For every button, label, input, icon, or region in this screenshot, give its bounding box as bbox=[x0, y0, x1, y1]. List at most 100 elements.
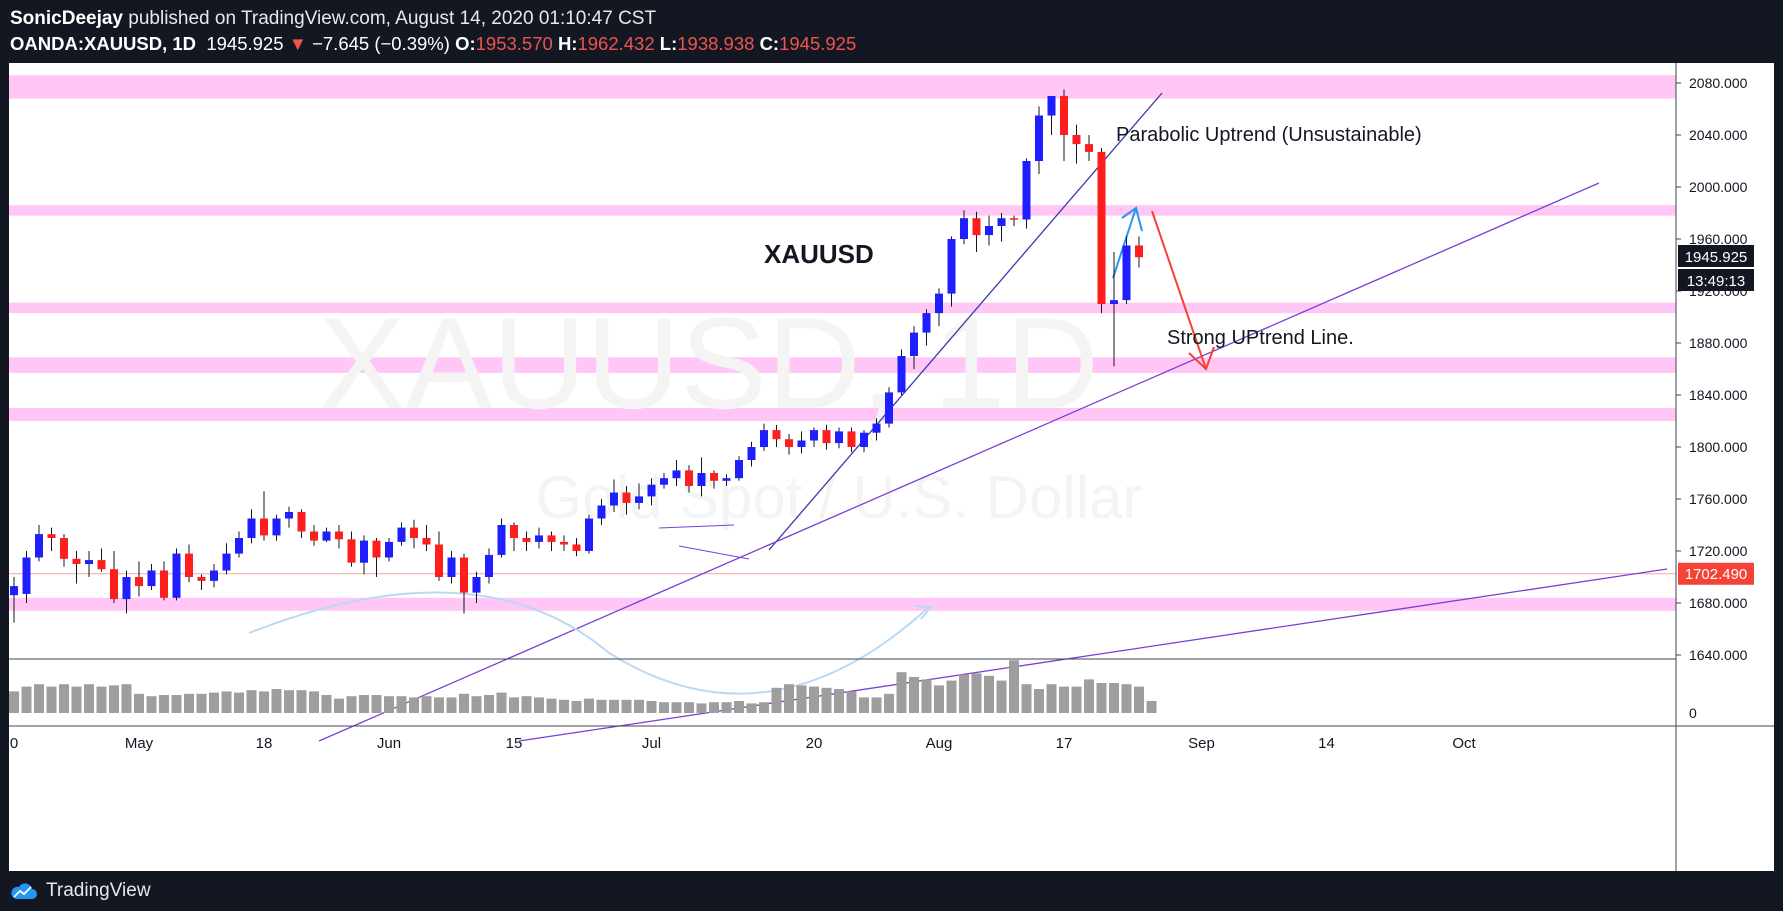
price-tick-label: 1800.000 bbox=[1689, 439, 1748, 455]
candle-body bbox=[35, 534, 43, 558]
zone-band-5 bbox=[9, 597, 1676, 611]
candle bbox=[485, 548, 493, 584]
volume-bar bbox=[671, 702, 682, 713]
candle bbox=[35, 525, 43, 562]
volume-bar bbox=[96, 686, 107, 713]
parabolic-annotation[interactable]: Parabolic Uptrend (Unsustainable) bbox=[1116, 124, 1422, 146]
volume-bar bbox=[409, 697, 419, 713]
candle bbox=[185, 544, 193, 583]
flag-upper-line[interactable] bbox=[658, 524, 735, 529]
chart-area[interactable]: XAUUSD, 1D Gold Spot / U.S. Dollar XAUUS… bbox=[9, 63, 1774, 871]
candle bbox=[1047, 96, 1056, 135]
uptrend-annotation[interactable]: Strong UPtrend Line. bbox=[1167, 327, 1354, 349]
candle bbox=[472, 571, 481, 603]
volume-bar bbox=[609, 699, 619, 713]
close-label: C: bbox=[759, 33, 780, 54]
candle bbox=[647, 478, 656, 506]
candle bbox=[1097, 148, 1106, 314]
watermark: XAUUSD, 1D Gold Spot / U.S. Dollar bbox=[319, 290, 1143, 531]
candle bbox=[697, 457, 706, 497]
candle bbox=[60, 534, 68, 567]
candle bbox=[597, 499, 606, 525]
volume-bar bbox=[596, 699, 607, 713]
candle-body bbox=[72, 558, 81, 564]
volume-bar bbox=[771, 687, 782, 713]
volume-bar bbox=[321, 695, 332, 713]
candle-body bbox=[1060, 96, 1068, 135]
tradingview-logo[interactable]: TradingView bbox=[10, 880, 151, 902]
candle bbox=[722, 474, 731, 486]
volume-bar bbox=[834, 689, 844, 713]
candle-body bbox=[135, 577, 143, 587]
red-down-arrow[interactable] bbox=[1151, 210, 1207, 370]
candle bbox=[335, 525, 343, 549]
candle-body bbox=[1097, 151, 1106, 304]
volume-bar bbox=[421, 696, 432, 713]
candle bbox=[822, 424, 831, 450]
candle-body bbox=[260, 518, 268, 536]
volume-bar bbox=[1084, 679, 1094, 713]
candle-body bbox=[672, 470, 681, 479]
candle bbox=[210, 564, 218, 588]
candle-body bbox=[685, 470, 693, 486]
candle-body bbox=[560, 541, 568, 545]
candle-body bbox=[122, 577, 131, 600]
blue-up-arrow[interactable] bbox=[1112, 207, 1137, 279]
header: SonicDeejay published on TradingView.com… bbox=[0, 0, 1783, 62]
candle bbox=[897, 349, 906, 395]
reference-price-badge bbox=[1678, 562, 1754, 585]
candle bbox=[1110, 252, 1118, 367]
flag-lower-line[interactable] bbox=[678, 545, 750, 560]
volume-bar bbox=[496, 692, 507, 713]
candle bbox=[160, 561, 168, 601]
volume-bar bbox=[1096, 683, 1107, 713]
volume-bar bbox=[896, 672, 907, 713]
price-chart[interactable]: XAUUSD, 1D Gold Spot / U.S. Dollar XAUUS… bbox=[9, 63, 1774, 871]
candle-body bbox=[447, 557, 456, 577]
volume-bar bbox=[1121, 684, 1132, 713]
volume-bar bbox=[9, 691, 19, 713]
candle-body bbox=[47, 534, 56, 538]
candle bbox=[247, 509, 256, 544]
candle bbox=[72, 551, 81, 584]
candle bbox=[1022, 158, 1031, 229]
long-term-trendline[interactable] bbox=[518, 568, 1668, 742]
symbol-annotation[interactable]: XAUUSD bbox=[764, 239, 874, 269]
candle-body bbox=[435, 544, 443, 577]
candle-body bbox=[785, 439, 793, 447]
tradingview-cloud-icon bbox=[11, 883, 37, 899]
candle-body bbox=[897, 356, 906, 393]
high-value: 1962.432 bbox=[577, 33, 655, 54]
candle bbox=[1035, 106, 1043, 174]
volume-bar bbox=[846, 691, 857, 713]
price-axis[interactable]: 2080.0002040.0002000.0001960.0001920.000… bbox=[1676, 75, 1748, 721]
time-axis[interactable]: 0 May 18 Jun 15 Jul 20 Aug 17 Sep 14 Oct bbox=[10, 735, 1477, 752]
candle-body bbox=[460, 557, 468, 593]
candle bbox=[10, 577, 18, 623]
author-name[interactable]: SonicDeejay bbox=[10, 8, 123, 29]
candle bbox=[585, 514, 593, 554]
candle-body bbox=[297, 512, 306, 532]
candle bbox=[785, 434, 793, 455]
candle-body bbox=[185, 553, 193, 577]
candle-body bbox=[722, 478, 731, 481]
curved-arrow[interactable] bbox=[248, 591, 930, 695]
candle-body bbox=[547, 535, 556, 542]
candle bbox=[772, 424, 781, 447]
volume-bar bbox=[346, 696, 357, 713]
candle bbox=[197, 574, 206, 590]
candle bbox=[947, 236, 956, 307]
volume-bar bbox=[796, 685, 807, 713]
volume-bar bbox=[821, 687, 832, 713]
volume-bar bbox=[509, 697, 519, 713]
volume-bar bbox=[21, 686, 32, 713]
candle bbox=[747, 441, 756, 467]
candle-body bbox=[597, 505, 606, 519]
candle-body bbox=[735, 460, 743, 479]
candle bbox=[310, 525, 318, 546]
price-tick-label: 2000.000 bbox=[1689, 179, 1748, 195]
parabolic-trendline[interactable] bbox=[768, 92, 1163, 551]
candle-body bbox=[1085, 144, 1093, 152]
volume-bar bbox=[721, 702, 732, 713]
strong-uptrend-line[interactable] bbox=[318, 182, 1600, 742]
